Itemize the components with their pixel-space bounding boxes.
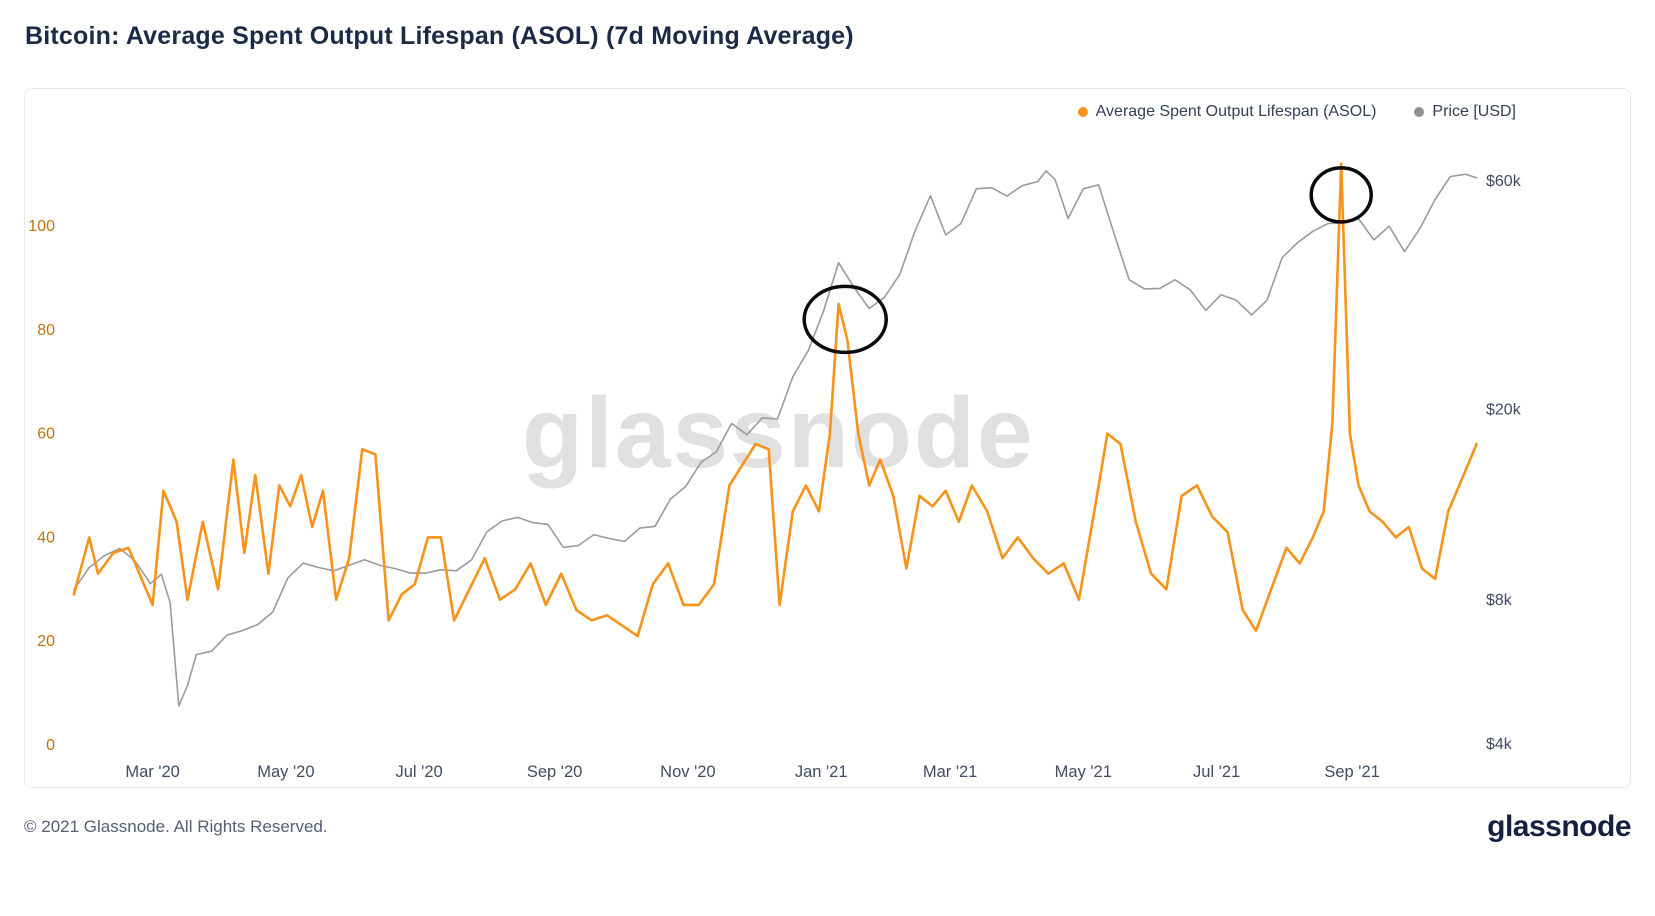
left-axis-tick-label: 60 — [37, 426, 55, 443]
left-axis-tick-label: 100 — [28, 218, 55, 235]
left-axis-tick-label: 20 — [37, 633, 55, 650]
x-axis-tick-label: Jul '21 — [1193, 763, 1240, 781]
glassnode-watermark: glassnode — [522, 377, 1035, 489]
x-axis-tick-label: May '21 — [1055, 763, 1112, 781]
footer: © 2021 Glassnode. All Rights Reserved. g… — [24, 810, 1631, 844]
right-axis-tick-label: $4k — [1486, 736, 1513, 753]
right-axis-tick-label: $60k — [1486, 173, 1522, 190]
x-axis-tick-label: May '20 — [257, 763, 314, 781]
x-axis-tick-label: Sep '20 — [527, 763, 582, 781]
glassnode-logo: glassnode — [1487, 810, 1631, 843]
legend-label-price: Price [USD] — [1432, 103, 1516, 120]
annotation-ellipse — [1309, 166, 1373, 224]
price-line — [73, 170, 1478, 707]
x-axis-tick-label: Mar '20 — [125, 763, 180, 781]
legend-item-asol[interactable]: Average Spent Output Lifespan (ASOL) — [1077, 103, 1377, 121]
legend-dot-price-icon — [1414, 107, 1425, 117]
x-axis-tick-label: Sep '21 — [1324, 763, 1379, 781]
legend-dot-asol-icon — [1077, 107, 1088, 117]
legend-label-asol: Average Spent Output Lifespan (ASOL) — [1095, 103, 1377, 120]
x-axis-tick-label: Jul '20 — [396, 763, 443, 781]
page-title: Bitcoin: Average Spent Output Lifespan (… — [25, 22, 854, 50]
legend-item-price[interactable]: Price [USD] — [1414, 103, 1516, 121]
chart-svg[interactable]: Mar '20 May '20 Jul '20 Sep '20 Nov '20 Jan '… — [25, 89, 1630, 787]
chart-legend: Average Spent Output Lifespan (ASOL) Pri… — [1077, 103, 1516, 121]
copyright-text: © 2021 Glassnode. All Rights Reserved. — [24, 817, 328, 836]
chart-card: glassnode Mar '20 May '20 Jul '20 Sep '20 No… — [24, 88, 1631, 788]
right-axis-tick-label: $20k — [1486, 401, 1522, 418]
left-axis-tick-label: 0 — [46, 737, 55, 754]
x-axis-tick-label: Jan '21 — [795, 763, 848, 781]
asol-line — [72, 162, 1478, 638]
x-axis-tick-label: Nov '20 — [660, 763, 715, 781]
annotation-ellipse — [802, 284, 888, 355]
left-axis-tick-label: 80 — [37, 322, 55, 339]
x-axis-tick-label: Mar '21 — [923, 763, 978, 781]
right-axis-tick-label: $8k — [1486, 592, 1513, 609]
left-axis-tick-label: 40 — [37, 529, 55, 546]
